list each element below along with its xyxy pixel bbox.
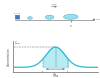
Text: $t_p$: $t_p$ (53, 70, 58, 77)
Text: $t_2$: $t_2$ (66, 68, 70, 76)
Text: source: source (14, 13, 21, 14)
Ellipse shape (64, 14, 78, 19)
Ellipse shape (28, 17, 32, 19)
Ellipse shape (45, 15, 54, 19)
Y-axis label: Concentration: Concentration (7, 47, 11, 66)
X-axis label: Time: Time (52, 74, 59, 78)
Text: x: x (70, 24, 72, 28)
Text: wind: wind (52, 4, 57, 5)
FancyBboxPatch shape (16, 15, 20, 19)
Text: $t_1$: $t_1$ (41, 68, 45, 76)
Text: $C_{max}$: $C_{max}$ (14, 39, 22, 47)
Text: Distance (m): Distance (m) (96, 19, 100, 20)
